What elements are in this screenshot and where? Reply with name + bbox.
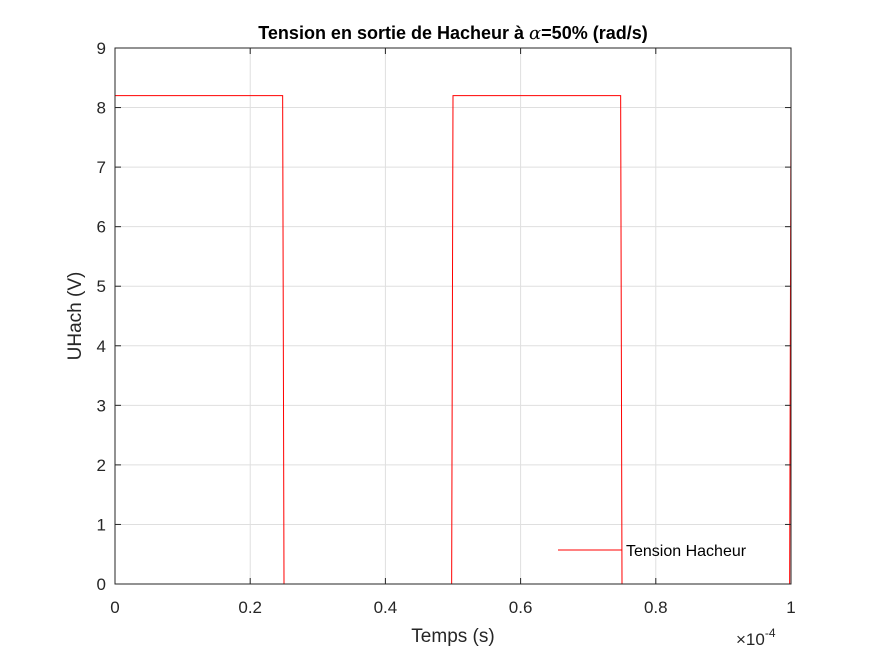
x-tick-label: 0.4: [374, 598, 398, 617]
y-tick-label: 8: [97, 99, 106, 118]
legend: Tension Hacheur: [558, 543, 747, 560]
y-tick-label: 7: [97, 158, 106, 177]
legend-label: Tension Hacheur: [626, 543, 747, 560]
y-tick-label: 4: [97, 337, 106, 356]
axes-box: [114, 47, 792, 585]
x-multiplier-base: ×10: [736, 630, 765, 649]
y-tick-label: 1: [97, 515, 106, 534]
chart-title-alpha: α: [529, 23, 541, 44]
x-tick-label: 1: [786, 598, 795, 617]
chart-title: Tension en sortie de Hacheur à α=50% (ra…: [258, 23, 647, 44]
ticks: [114, 47, 792, 585]
y-tick-label: 9: [97, 39, 106, 58]
chart-title-part-2: =50% (rad/s): [541, 23, 648, 43]
y-tick-label: 5: [97, 277, 106, 296]
y-tick-label: 0: [97, 575, 106, 594]
y-tick-label: 6: [97, 218, 106, 237]
y-axis-label: UHach (V): [65, 272, 86, 361]
x-axis-label: Temps (s): [411, 626, 494, 647]
x-tick-label: 0.6: [509, 598, 533, 617]
chart-title-part-1: Tension en sortie de Hacheur à: [258, 23, 529, 43]
x-multiplier-exponent: -4: [765, 626, 776, 640]
y-tick-label: 3: [97, 396, 106, 415]
x-tick-labels: 0 0.2 0.4 0.6 0.8 1: [110, 598, 795, 617]
x-tick-label: 0.8: [644, 598, 668, 617]
x-tick-label: 0: [110, 598, 119, 617]
y-tick-label: 2: [97, 456, 106, 475]
x-multiplier: ×10-4: [736, 626, 776, 649]
y-tick-labels: 0 1 2 3 4 5 6 7 8 9: [97, 39, 106, 594]
x-tick-label: 0.2: [238, 598, 262, 617]
